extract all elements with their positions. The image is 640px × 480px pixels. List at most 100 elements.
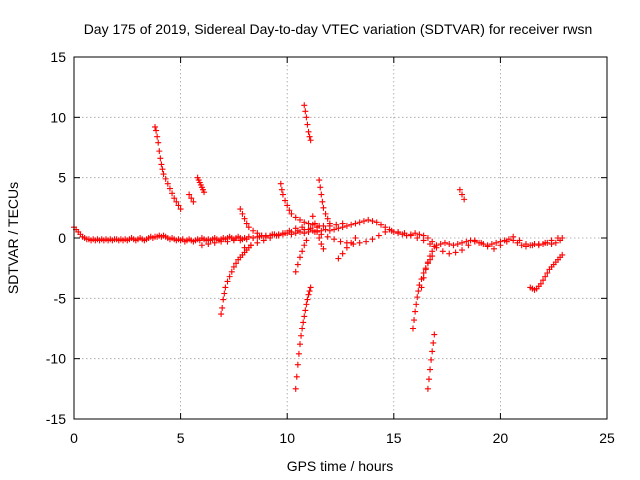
x-tick-label: 0 xyxy=(70,430,78,446)
data-point xyxy=(300,319,307,326)
data-point xyxy=(294,261,301,268)
data-point xyxy=(301,219,308,226)
y-tick-label: -15 xyxy=(46,411,66,427)
data-point xyxy=(302,108,309,115)
data-point xyxy=(177,206,184,213)
x-tick-label: 10 xyxy=(279,430,295,446)
data-point xyxy=(428,356,435,363)
data-point xyxy=(296,254,303,261)
data-point xyxy=(414,235,421,241)
data-point xyxy=(418,284,425,291)
data-point xyxy=(286,207,293,214)
data-point xyxy=(205,241,212,248)
data-point xyxy=(337,238,344,245)
data-point xyxy=(250,235,257,241)
data-point xyxy=(152,123,159,130)
data-point xyxy=(293,373,300,380)
data-point xyxy=(301,313,308,320)
series-arc-16 xyxy=(456,186,468,203)
series-arc-5 xyxy=(237,206,265,239)
data-point xyxy=(279,230,286,237)
data-point xyxy=(254,239,261,246)
data-point xyxy=(160,171,167,178)
data-point xyxy=(305,291,312,298)
data-point xyxy=(559,251,566,258)
chart-title: Day 175 of 2019, Sidereal Day-to-day VTE… xyxy=(84,21,593,37)
data-point xyxy=(471,237,478,244)
data-point xyxy=(416,231,423,238)
data-point xyxy=(306,133,313,140)
data-point xyxy=(254,230,261,237)
data-point xyxy=(369,236,376,243)
data-point xyxy=(292,385,299,392)
y-tick-label: 10 xyxy=(50,109,66,125)
data-point xyxy=(320,245,327,252)
data-point xyxy=(220,296,227,303)
data-point xyxy=(411,317,418,324)
data-point xyxy=(552,239,559,246)
data-point xyxy=(318,191,325,198)
data-point xyxy=(424,259,431,266)
data-point xyxy=(375,232,382,239)
y-axis-label: SDTVAR / TECUs xyxy=(5,182,21,294)
data-point xyxy=(292,214,299,221)
series-arc-1 xyxy=(152,123,184,213)
data-point xyxy=(459,191,466,198)
data-point xyxy=(303,114,310,121)
y-tick-label: 0 xyxy=(58,230,66,246)
series-arc-8 xyxy=(292,284,314,392)
x-tick-label: 20 xyxy=(493,430,509,446)
data-point xyxy=(522,241,529,248)
data-point xyxy=(339,250,346,257)
series-arc-2 xyxy=(186,191,197,205)
data-point xyxy=(237,237,244,244)
data-point xyxy=(305,128,312,135)
x-tick-label: 15 xyxy=(386,430,402,446)
data-point xyxy=(427,366,434,373)
data-point xyxy=(478,239,485,246)
data-point xyxy=(233,260,240,267)
data-point xyxy=(316,222,323,229)
data-point xyxy=(156,148,163,155)
data-point xyxy=(288,210,295,217)
data-point xyxy=(157,155,164,162)
series-arc-15 xyxy=(418,243,438,291)
data-point xyxy=(267,235,274,241)
x-axis-label: GPS time / hours xyxy=(287,458,394,474)
data-point xyxy=(360,218,367,225)
data-point xyxy=(450,242,457,249)
data-point xyxy=(260,237,267,244)
data-point xyxy=(324,215,331,222)
data-point xyxy=(412,230,419,237)
data-point xyxy=(356,239,363,246)
data-point xyxy=(484,243,491,250)
data-point xyxy=(299,248,306,255)
series-arc-9 xyxy=(292,237,310,275)
data-point xyxy=(318,231,325,238)
data-point xyxy=(239,210,246,217)
data-point xyxy=(295,350,302,357)
data-point xyxy=(269,231,276,238)
data-point xyxy=(159,166,166,173)
data-point xyxy=(302,307,309,314)
data-point xyxy=(407,232,414,239)
data-point xyxy=(301,102,308,109)
data-point xyxy=(463,238,470,245)
data-point xyxy=(279,191,286,198)
data-point xyxy=(296,341,303,348)
data-point xyxy=(282,197,289,204)
data-point xyxy=(548,237,555,244)
data-point xyxy=(171,195,178,202)
data-point xyxy=(304,121,311,128)
data-point xyxy=(173,198,180,205)
data-point xyxy=(299,224,306,231)
y-tick-label: 5 xyxy=(58,170,66,186)
data-point xyxy=(439,248,446,255)
data-point xyxy=(365,216,372,223)
data-point xyxy=(218,311,225,318)
data-point xyxy=(292,268,299,275)
data-point xyxy=(446,241,453,248)
data-point xyxy=(369,218,376,225)
data-point xyxy=(542,239,549,246)
